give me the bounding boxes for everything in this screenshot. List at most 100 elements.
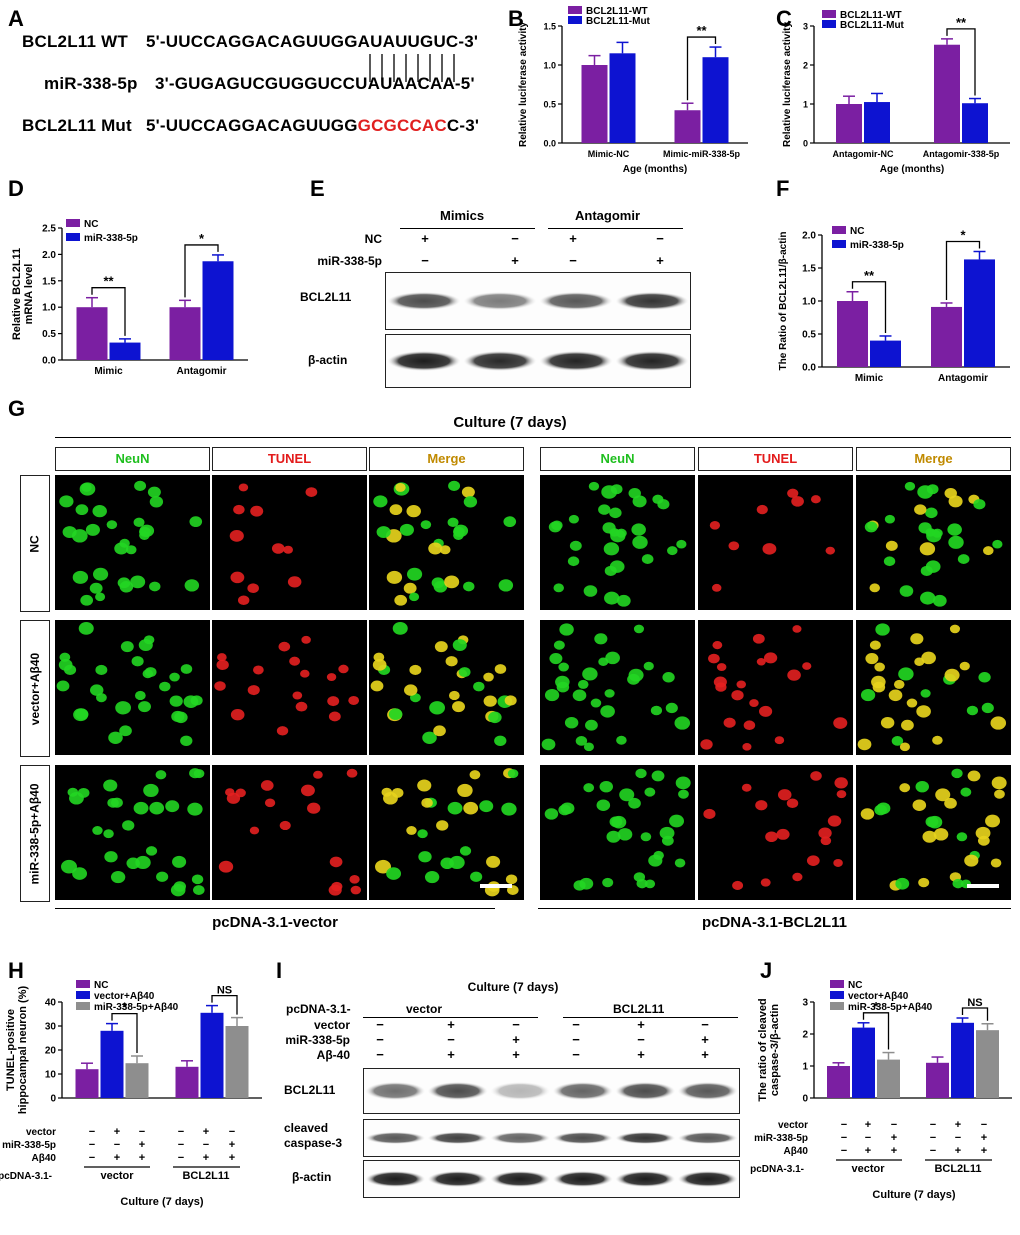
neun-nucleus bbox=[93, 567, 109, 581]
i-sign: + bbox=[637, 1047, 645, 1062]
tunel-nucleus bbox=[247, 685, 260, 696]
merge-nucleus bbox=[944, 797, 957, 809]
merge-nucleus bbox=[479, 800, 494, 813]
neun-nucleus bbox=[675, 776, 691, 790]
bar bbox=[581, 65, 608, 143]
legend-swatch bbox=[832, 226, 846, 234]
treatment-row-label: vector bbox=[778, 1120, 808, 1131]
blot-band bbox=[427, 1082, 488, 1100]
neun-nucleus bbox=[135, 855, 151, 870]
merge-nucleus bbox=[433, 725, 446, 737]
tunel-nucleus bbox=[810, 771, 822, 781]
bar bbox=[877, 1059, 900, 1098]
merge-nucleus bbox=[449, 855, 465, 870]
merge-nucleus bbox=[392, 621, 408, 635]
merge-nucleus bbox=[860, 689, 876, 702]
x-tick-label: Mimic bbox=[855, 373, 884, 384]
neun-nucleus bbox=[184, 579, 200, 592]
y-tick-label: 30 bbox=[45, 1022, 57, 1033]
treatment-sign: − bbox=[178, 1126, 184, 1138]
neun-nucleus bbox=[635, 768, 647, 779]
bar bbox=[837, 301, 868, 367]
blot-band bbox=[615, 1171, 676, 1187]
neun-nucleus bbox=[636, 878, 648, 889]
neun-nucleus bbox=[149, 801, 165, 815]
treatment-sign: − bbox=[955, 1132, 961, 1144]
merge-nucleus bbox=[944, 668, 960, 682]
neun-nucleus bbox=[632, 495, 647, 508]
merge-nucleus bbox=[918, 877, 930, 888]
significance-label: ** bbox=[956, 15, 967, 30]
legend-swatch bbox=[66, 219, 80, 227]
neun-nucleus bbox=[125, 545, 137, 555]
tunel-nucleus bbox=[731, 690, 744, 701]
neun-nucleus bbox=[579, 877, 594, 890]
treatment-sign: − bbox=[865, 1132, 871, 1144]
bar bbox=[674, 110, 701, 143]
g-micrograph-merge bbox=[856, 765, 1011, 900]
neun-nucleus bbox=[544, 689, 560, 702]
e-sign: − bbox=[656, 231, 664, 246]
y-tick-label: 0.5 bbox=[42, 329, 56, 340]
blot-band bbox=[490, 1171, 551, 1187]
tunel-nucleus bbox=[764, 652, 778, 664]
blot-band bbox=[615, 1132, 676, 1144]
merge-nucleus bbox=[891, 736, 904, 746]
tunel-nucleus bbox=[723, 717, 736, 728]
tunel-nucleus bbox=[708, 653, 720, 664]
merge-nucleus bbox=[933, 828, 949, 841]
treatment-sign: − bbox=[178, 1152, 184, 1164]
y-tick-label: 0.5 bbox=[543, 100, 556, 110]
tunel-nucleus bbox=[827, 815, 842, 827]
tunel-nucleus bbox=[741, 783, 752, 792]
neun-nucleus bbox=[585, 719, 598, 731]
tunel-nucleus bbox=[712, 641, 723, 650]
neun-nucleus bbox=[110, 870, 126, 884]
tunel-nucleus bbox=[834, 777, 848, 789]
significance-bracket bbox=[946, 28, 976, 96]
treatment-sign: + bbox=[229, 1139, 235, 1151]
tunel-nucleus bbox=[760, 878, 771, 887]
legend-swatch bbox=[822, 10, 836, 18]
i-title: Culture (7 days) bbox=[467, 980, 559, 994]
x-tick-label: Mimic-miR-338-5p bbox=[663, 149, 741, 159]
neun-nucleus bbox=[616, 735, 627, 745]
neun-nucleus bbox=[106, 520, 118, 530]
g-micrograph-neun bbox=[540, 620, 695, 755]
neun-nucleus bbox=[149, 496, 164, 508]
legend-label: miR-338-5p+Aβ40 bbox=[848, 1002, 933, 1013]
tunel-nucleus bbox=[703, 808, 716, 820]
tunel-nucleus bbox=[755, 800, 768, 811]
i-sign: − bbox=[637, 1032, 645, 1047]
tunel-nucleus bbox=[301, 635, 311, 644]
neun-nucleus bbox=[85, 523, 100, 536]
significance-bracket bbox=[945, 240, 981, 300]
merge-nucleus bbox=[429, 701, 445, 715]
neun-nucleus bbox=[173, 881, 187, 892]
y-tick-label: 2 bbox=[803, 61, 808, 71]
neun-nucleus bbox=[609, 507, 622, 519]
legend-swatch bbox=[830, 991, 844, 999]
blot-band bbox=[677, 1171, 738, 1187]
neun-nucleus bbox=[567, 556, 580, 567]
y-tick-label: 2.0 bbox=[802, 231, 816, 242]
treatment-sign: + bbox=[955, 1145, 961, 1157]
neun-nucleus bbox=[62, 526, 77, 539]
neun-nucleus bbox=[92, 826, 103, 835]
tunel-nucleus bbox=[292, 691, 303, 700]
merge-nucleus bbox=[505, 874, 518, 885]
merge-nucleus bbox=[388, 708, 403, 720]
merge-nucleus bbox=[883, 556, 896, 567]
neun-nucleus bbox=[108, 731, 123, 744]
i-sign: + bbox=[447, 1017, 455, 1032]
i-prefix: pcDNA-3.1- bbox=[286, 1002, 351, 1016]
neun-nucleus bbox=[119, 725, 132, 737]
merge-nucleus bbox=[407, 567, 423, 581]
blot-band bbox=[490, 1082, 551, 1100]
x-tick-label: Antagomir bbox=[177, 366, 227, 377]
legend-swatch bbox=[76, 991, 90, 999]
merge-nucleus bbox=[399, 523, 414, 536]
g-right-line bbox=[538, 908, 1011, 909]
neun-nucleus bbox=[651, 770, 665, 782]
y-tick-label: 20 bbox=[45, 1046, 57, 1057]
